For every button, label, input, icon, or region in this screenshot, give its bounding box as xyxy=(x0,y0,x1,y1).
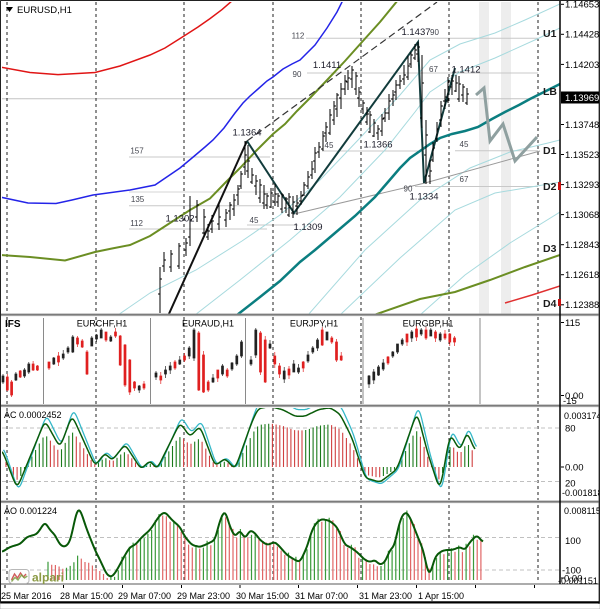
svg-text:-15: -15 xyxy=(563,396,577,407)
svg-text:1.13969: 1.13969 xyxy=(565,93,599,104)
svg-text:20: 20 xyxy=(565,478,576,489)
svg-text:25 Mar 2016: 25 Mar 2016 xyxy=(1,591,52,601)
svg-text:alpari: alpari xyxy=(32,571,64,585)
svg-text:0.00: 0.00 xyxy=(565,462,584,473)
svg-text:EURUSD,H1: EURUSD,H1 xyxy=(17,5,72,16)
svg-text:1.1366: 1.1366 xyxy=(363,140,392,151)
svg-text:1.1437: 1.1437 xyxy=(401,27,430,38)
svg-text:112: 112 xyxy=(130,219,143,228)
svg-text:1 Apr 15:00: 1 Apr 15:00 xyxy=(418,591,464,601)
svg-text:29 Mar 07:00: 29 Mar 07:00 xyxy=(118,591,171,601)
svg-text:100: 100 xyxy=(565,536,581,547)
svg-text:-0.001818: -0.001818 xyxy=(562,488,600,498)
svg-text:EURAUD,H1: EURAUD,H1 xyxy=(182,319,234,329)
svg-text:-0.001151: -0.001151 xyxy=(558,576,598,586)
svg-text:U1: U1 xyxy=(543,28,557,40)
svg-text:28 Mar 15:00: 28 Mar 15:00 xyxy=(60,591,113,601)
svg-text:IFS: IFS xyxy=(5,319,21,330)
svg-text:0.008115: 0.008115 xyxy=(564,506,600,516)
svg-text:45: 45 xyxy=(250,216,259,225)
svg-text:90: 90 xyxy=(404,184,413,193)
svg-text:45: 45 xyxy=(460,140,469,149)
svg-text:1.12843: 1.12843 xyxy=(565,240,599,251)
svg-text:157: 157 xyxy=(130,147,144,156)
svg-text:90: 90 xyxy=(293,70,302,79)
svg-text:1.13748: 1.13748 xyxy=(565,120,599,131)
svg-text:AO 0.001224: AO 0.001224 xyxy=(4,506,57,516)
svg-text:1.13068: 1.13068 xyxy=(565,210,599,221)
svg-text:D4: D4 xyxy=(543,298,557,310)
svg-text:1.1364: 1.1364 xyxy=(232,128,261,139)
svg-text:135: 135 xyxy=(131,195,145,204)
svg-text:67: 67 xyxy=(429,65,438,74)
svg-text:31 Mar 23:00: 31 Mar 23:00 xyxy=(359,591,412,601)
svg-text:1.1334: 1.1334 xyxy=(409,192,438,203)
svg-text:1.1411: 1.1411 xyxy=(313,60,341,71)
svg-text:-100: -100 xyxy=(562,565,581,576)
svg-text:31 Mar 07:00: 31 Mar 07:00 xyxy=(295,591,348,601)
svg-text:30 Mar 15:00: 30 Mar 15:00 xyxy=(236,591,289,601)
svg-text:D1: D1 xyxy=(543,145,557,157)
svg-text:1.13523: 1.13523 xyxy=(565,150,599,161)
svg-text:115: 115 xyxy=(565,318,580,329)
svg-text:D2: D2 xyxy=(543,181,557,193)
svg-text:EURJPY,H1: EURJPY,H1 xyxy=(290,319,338,329)
svg-text:0.00: 0.00 xyxy=(564,573,583,584)
svg-text:1.13293: 1.13293 xyxy=(565,180,599,191)
svg-text:LB: LB xyxy=(543,86,557,98)
svg-text:D3: D3 xyxy=(543,243,557,255)
svg-text:1.14653: 1.14653 xyxy=(565,0,599,11)
svg-text:1.14203: 1.14203 xyxy=(565,60,599,71)
svg-text:1.1302: 1.1302 xyxy=(165,214,194,225)
svg-text:1.1412: 1.1412 xyxy=(451,65,480,76)
svg-text:67: 67 xyxy=(460,175,469,184)
svg-text:1.12618: 1.12618 xyxy=(565,270,599,281)
svg-text:45: 45 xyxy=(325,141,334,150)
svg-text:0.003174: 0.003174 xyxy=(564,411,600,421)
svg-text:29 Mar 23:00: 29 Mar 23:00 xyxy=(177,591,230,601)
svg-text:80: 80 xyxy=(565,423,576,434)
svg-text:1.14428: 1.14428 xyxy=(565,30,599,41)
svg-text:1.12388: 1.12388 xyxy=(565,300,599,311)
svg-text:90: 90 xyxy=(430,28,439,37)
svg-text:112: 112 xyxy=(292,32,305,41)
svg-text:0.00: 0.00 xyxy=(565,391,584,402)
svg-text:AC 0.0002452: AC 0.0002452 xyxy=(4,410,62,420)
svg-text:EURCHF,H1: EURCHF,H1 xyxy=(77,319,128,329)
svg-text:1.1309: 1.1309 xyxy=(293,222,322,233)
svg-text:EURGBP,H1: EURGBP,H1 xyxy=(403,319,454,329)
